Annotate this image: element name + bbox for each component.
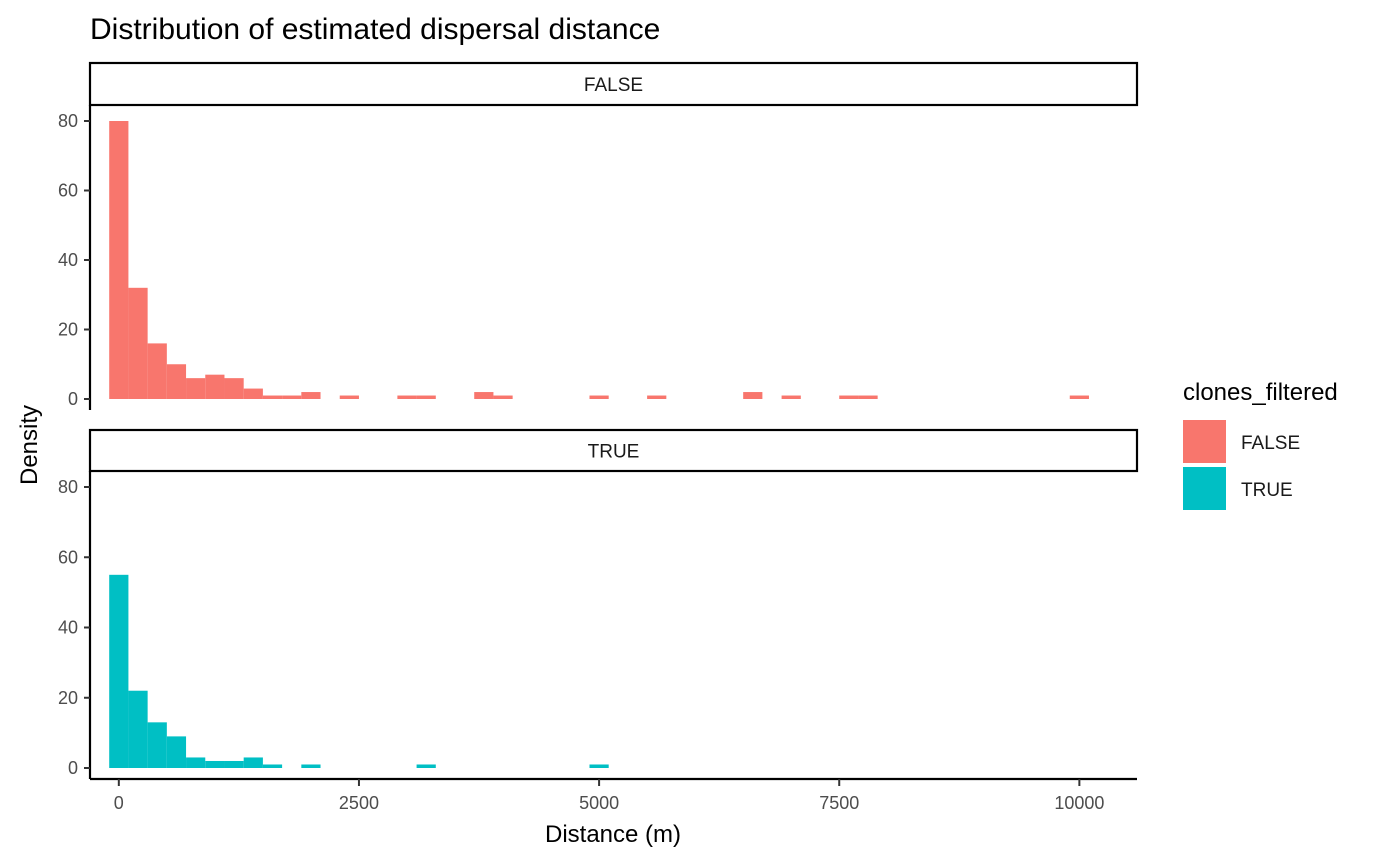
histogram-bar (243, 388, 263, 399)
histogram-bar (589, 764, 609, 768)
histogram-bar (128, 287, 148, 399)
histogram-bar (1069, 395, 1089, 399)
x-tick-label: 0 (114, 793, 124, 813)
legend-label-true: TRUE (1241, 480, 1293, 501)
facet-panels: FALSE 0 20 40 60 80 TRUE 0 20 40 60 80 (58, 61, 1139, 779)
histogram-bar (743, 392, 763, 399)
histogram-bar (781, 395, 801, 399)
histogram-bar (839, 395, 859, 399)
y-tick-label: 0 (68, 389, 78, 409)
legend-label-false: FALSE (1241, 433, 1300, 454)
facet-panel-true: TRUE 0 20 40 60 80 (58, 428, 1139, 779)
facet-strip-label: FALSE (584, 75, 643, 96)
y-axis-title: Density (16, 405, 43, 485)
histogram-bar (147, 343, 167, 399)
histogram-bar (166, 736, 187, 768)
facet-strip (88, 428, 1139, 473)
histogram-bar (186, 378, 206, 399)
x-tick-label: 7500 (819, 793, 859, 813)
histogram-bar (262, 395, 283, 399)
histogram-bar (205, 760, 225, 768)
histogram-bar (416, 395, 436, 399)
y-tick-label: 80 (58, 477, 78, 497)
y-tick-label: 20 (58, 320, 78, 340)
histogram-bar (166, 364, 187, 399)
histogram-bar (224, 760, 244, 768)
facet-panel-false: FALSE 0 20 40 60 80 (58, 61, 1139, 410)
legend: clones_filtered FALSE TRUE (1183, 379, 1338, 510)
histogram-bar (339, 395, 359, 399)
histogram-bar (109, 121, 129, 399)
y-tick-label: 40 (58, 618, 78, 638)
y-tick-label: 20 (58, 688, 78, 708)
chart-title: Distribution of estimated dispersal dist… (90, 13, 660, 46)
histogram-bar (243, 757, 263, 768)
histogram-bar (647, 395, 667, 399)
x-axis: 0 2500 5000 7500 10000 (90, 777, 1137, 813)
legend-key-false (1183, 420, 1226, 463)
x-tick-label: 2500 (339, 793, 379, 813)
x-axis-title: Distance (m) (545, 821, 681, 848)
y-tick-label: 60 (58, 547, 78, 567)
legend-key-true (1183, 467, 1226, 510)
histogram-bar (301, 392, 321, 399)
facet-strip-label: TRUE (588, 442, 640, 463)
histogram-bar (147, 722, 167, 768)
histogram-bar (397, 395, 417, 399)
histogram-bar (589, 395, 609, 399)
histogram-bar (128, 690, 148, 768)
y-tick-label: 0 (68, 758, 78, 778)
facet-strip (88, 61, 1139, 107)
histogram-bar (416, 764, 436, 768)
legend-title: clones_filtered (1183, 379, 1338, 406)
histogram-bar (224, 378, 244, 399)
x-tick-label: 10000 (1054, 793, 1104, 813)
histogram-bar (493, 395, 513, 399)
histogram-bar (301, 764, 321, 768)
histogram-bar (109, 574, 129, 768)
histogram-bar (205, 374, 225, 399)
histogram-bar (262, 764, 283, 768)
y-tick-label: 60 (58, 181, 78, 201)
histogram-bar (474, 392, 494, 399)
histogram-bar (858, 395, 878, 399)
y-tick-label: 80 (58, 111, 78, 131)
x-tick-label: 5000 (579, 793, 619, 813)
y-tick-label: 40 (58, 250, 78, 270)
histogram-bar (282, 395, 302, 399)
histogram-bar (186, 757, 206, 768)
